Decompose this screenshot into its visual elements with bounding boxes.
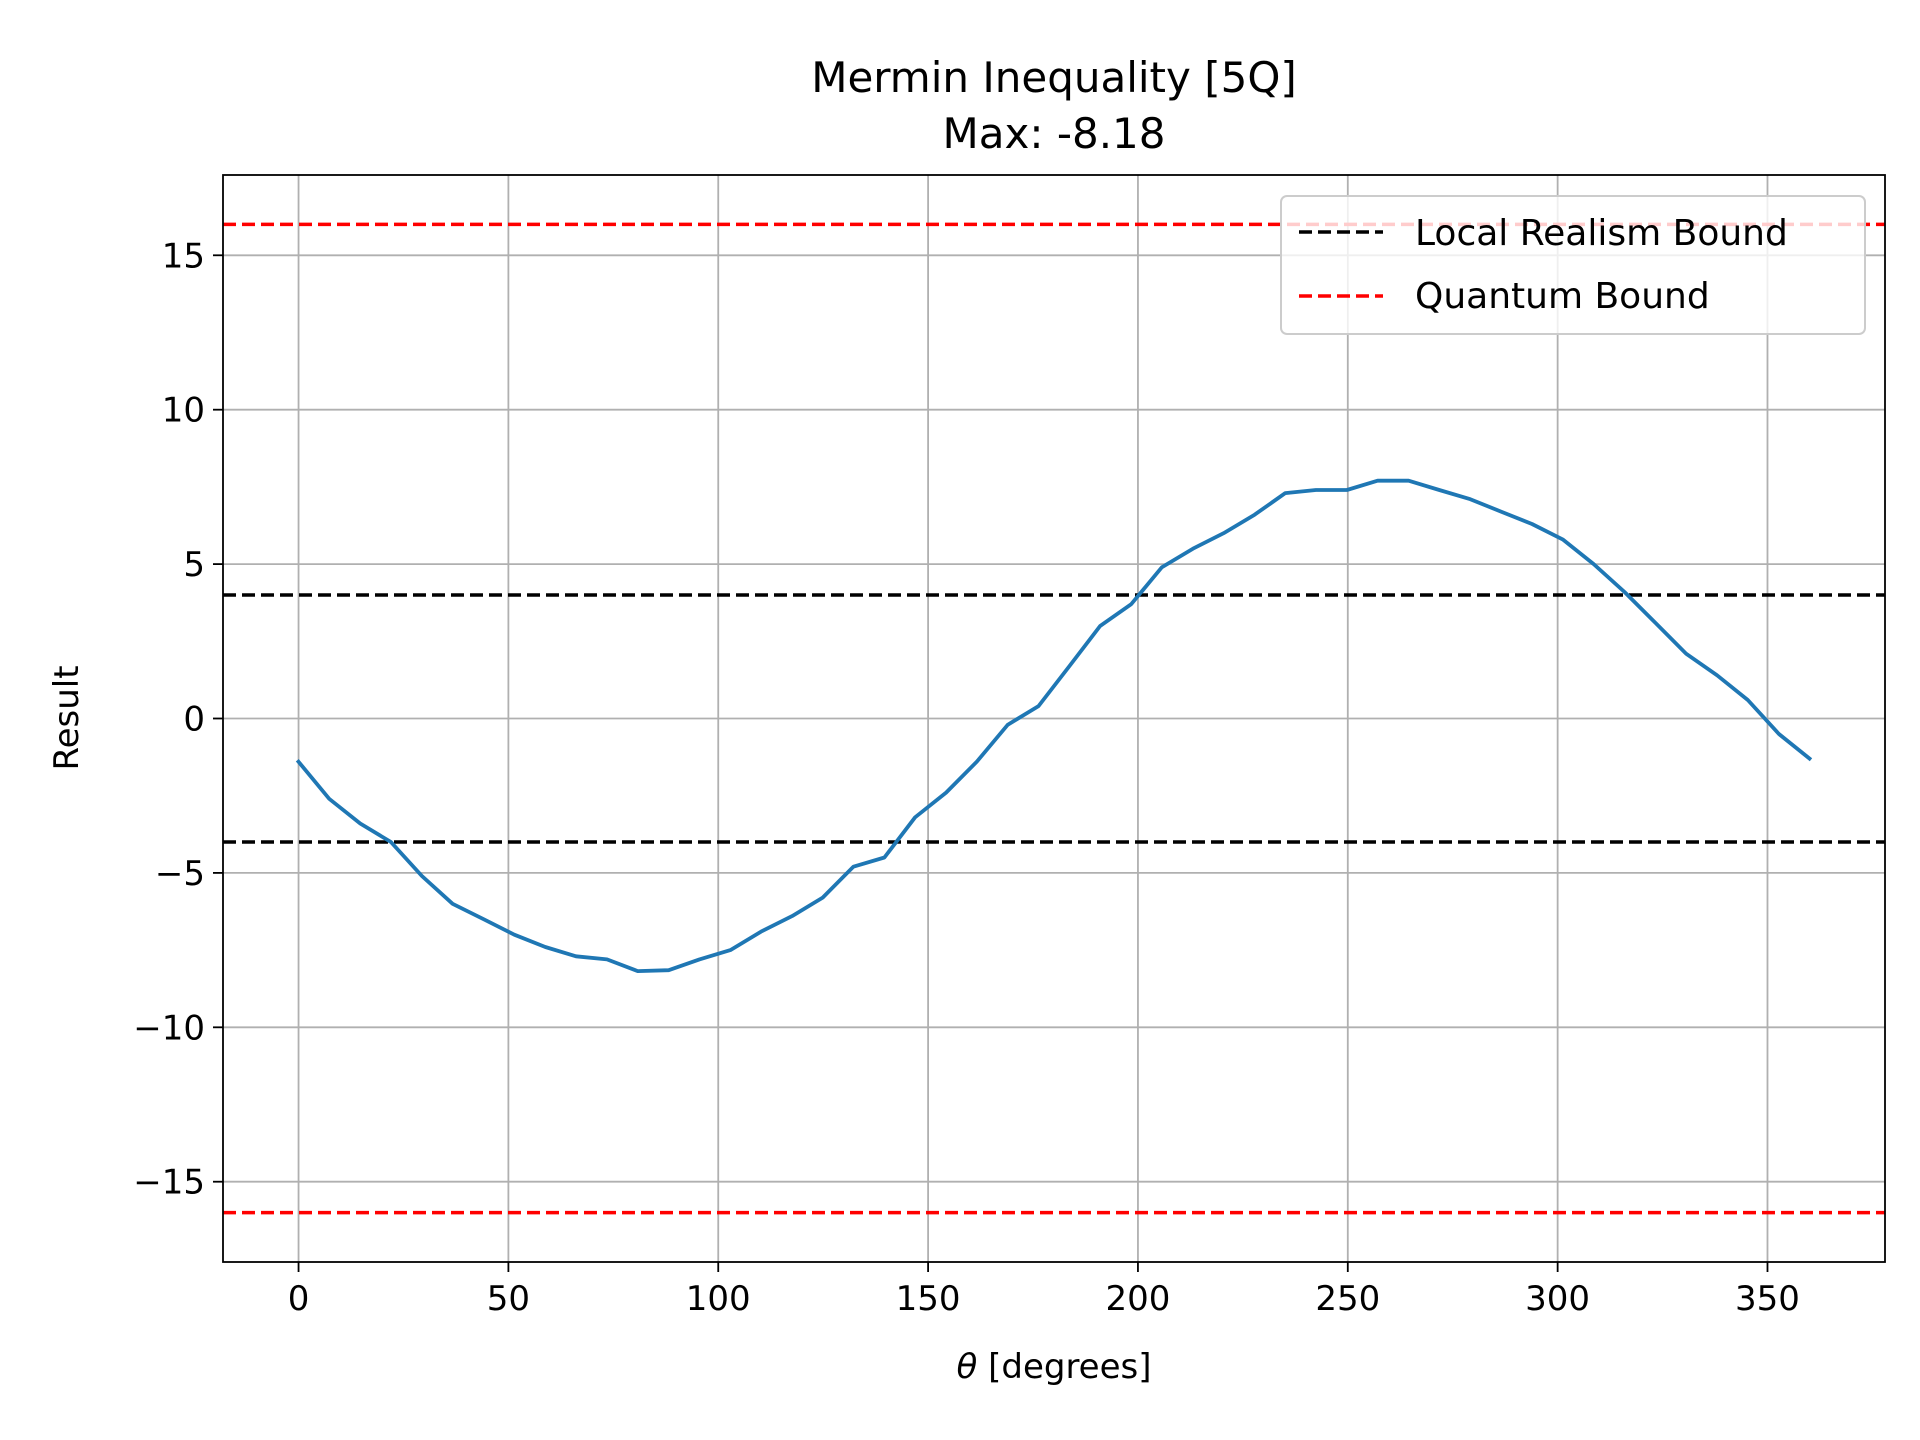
- y-axis-ticks: 15 10 5 0 −5 −10 −15: [133, 236, 223, 1203]
- x-tick-label: 250: [1315, 1279, 1380, 1319]
- legend-label-local-realism: Local Realism Bound: [1415, 213, 1788, 254]
- x-axis-label: θ [degrees]: [956, 1347, 1151, 1387]
- legend-box: [1280, 195, 1866, 335]
- grid: [223, 175, 1885, 1262]
- y-tick-label: 5: [183, 545, 205, 585]
- series-line: [295, 478, 1813, 973]
- x-tick-label: 350: [1735, 1279, 1800, 1319]
- y-tick-label: −5: [155, 854, 205, 894]
- x-axis-label-symbol: θ: [956, 1347, 977, 1387]
- x-tick-label: 300: [1525, 1279, 1590, 1319]
- y-tick-label: −10: [133, 1008, 205, 1048]
- x-tick-label: 50: [487, 1279, 530, 1319]
- x-tick-label: 150: [896, 1279, 961, 1319]
- y-tick-label: 10: [162, 391, 205, 431]
- y-tick-label: 15: [162, 236, 205, 276]
- chart-title: Mermin Inequality [5Q]: [811, 53, 1297, 102]
- reference-lines: [223, 222, 1885, 1215]
- series: [295, 478, 1813, 973]
- x-axis-label-text: [degrees]: [977, 1347, 1151, 1387]
- y-tick-label: −15: [133, 1163, 205, 1203]
- legend: Local Realism Bound Quantum Bound: [1280, 195, 1866, 335]
- x-axis-ticks: 0 50 100 150 200 250 300 350: [288, 1262, 1800, 1319]
- chart-subtitle: Max: -8.18: [942, 109, 1165, 158]
- x-tick-label: 100: [686, 1279, 751, 1319]
- x-tick-label: 200: [1105, 1279, 1170, 1319]
- x-tick-label: 0: [288, 1279, 310, 1319]
- y-axis-label: Result: [47, 665, 87, 770]
- legend-label-quantum-bound: Quantum Bound: [1415, 276, 1710, 317]
- y-tick-label: 0: [183, 700, 205, 740]
